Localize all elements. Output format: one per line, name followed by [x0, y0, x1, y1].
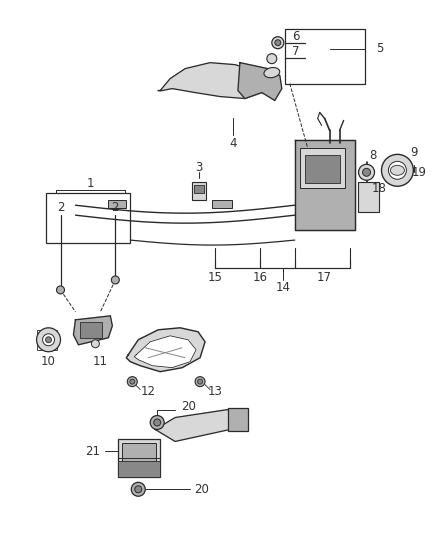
Bar [357, 182, 379, 212]
Bar [46, 193, 130, 243]
Polygon shape [238, 63, 282, 101]
Circle shape [92, 340, 99, 348]
Circle shape [359, 164, 374, 180]
Circle shape [363, 168, 371, 176]
Text: 6: 6 [292, 30, 300, 43]
Polygon shape [158, 63, 268, 99]
Text: 9: 9 [411, 146, 418, 159]
Text: 2: 2 [112, 201, 119, 214]
Bar [118, 439, 160, 478]
Bar [122, 443, 156, 473]
Text: 15: 15 [208, 271, 223, 285]
Text: 3: 3 [195, 161, 203, 174]
Bar [212, 200, 232, 208]
Text: 13: 13 [208, 385, 223, 398]
Text: 8: 8 [369, 149, 376, 162]
Bar [305, 155, 339, 183]
Circle shape [267, 54, 277, 63]
Bar [300, 148, 345, 188]
Circle shape [154, 419, 161, 426]
Text: 1: 1 [87, 177, 94, 190]
Text: 4: 4 [229, 137, 237, 150]
Bar [81, 322, 102, 338]
Bar [228, 408, 248, 432]
Text: 19: 19 [412, 166, 427, 179]
Bar [37, 330, 57, 350]
Circle shape [198, 379, 202, 384]
Circle shape [150, 416, 164, 430]
Text: 20: 20 [180, 400, 195, 413]
Text: 11: 11 [93, 355, 108, 368]
Circle shape [37, 328, 60, 352]
Bar [108, 200, 126, 208]
Circle shape [131, 482, 145, 496]
Circle shape [389, 161, 406, 179]
Bar [192, 182, 206, 200]
Text: 14: 14 [276, 281, 290, 294]
Polygon shape [74, 316, 112, 345]
Circle shape [130, 379, 135, 384]
Bar [194, 185, 204, 193]
Bar [118, 462, 160, 478]
Text: 21: 21 [85, 445, 100, 458]
Text: 5: 5 [376, 42, 383, 55]
Circle shape [57, 286, 64, 294]
Text: 20: 20 [194, 483, 209, 496]
Ellipse shape [390, 165, 404, 175]
Circle shape [275, 40, 281, 46]
Text: 18: 18 [372, 182, 387, 195]
Circle shape [42, 334, 54, 346]
Text: 17: 17 [317, 271, 332, 285]
Circle shape [135, 486, 142, 493]
Circle shape [46, 337, 52, 343]
Text: 12: 12 [141, 385, 156, 398]
Circle shape [381, 155, 413, 186]
Polygon shape [155, 409, 235, 441]
Polygon shape [295, 140, 355, 230]
Text: 2: 2 [57, 201, 64, 214]
Circle shape [272, 37, 284, 49]
Text: 10: 10 [41, 355, 56, 368]
Bar [285, 29, 364, 84]
Circle shape [195, 377, 205, 386]
Text: 16: 16 [252, 271, 267, 285]
Circle shape [127, 377, 137, 386]
Circle shape [111, 276, 119, 284]
Ellipse shape [264, 68, 280, 78]
Polygon shape [134, 336, 196, 368]
Text: 7: 7 [292, 45, 300, 58]
Polygon shape [126, 328, 205, 372]
